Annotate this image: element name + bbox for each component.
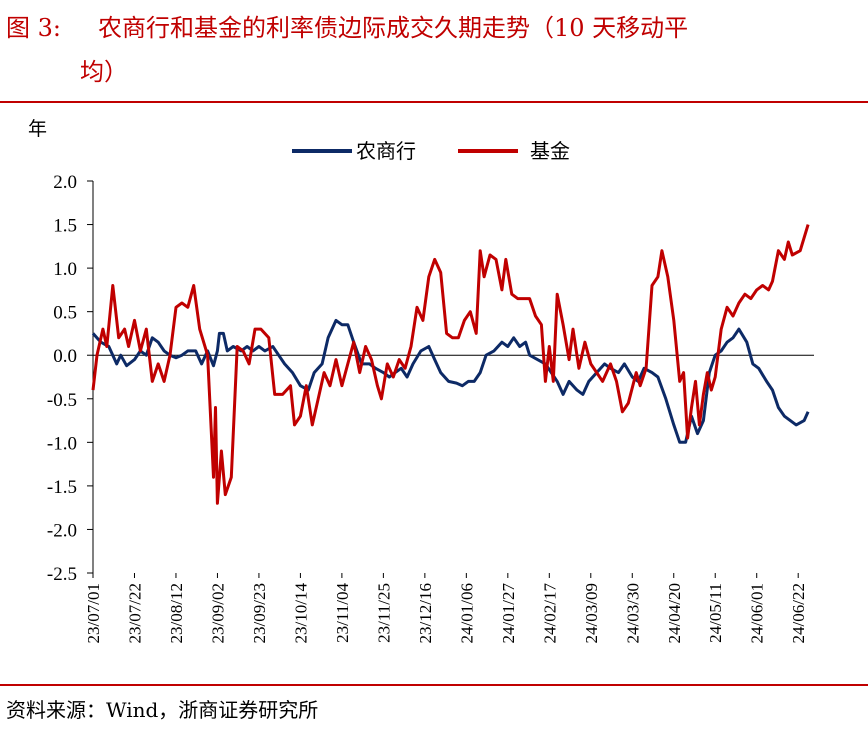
source-note: 资料来源：Wind，浙商证券研究所: [6, 698, 319, 722]
x-tick-label: 24/03/30: [623, 583, 642, 643]
duration-line-chart: 年 农商行 基金 2.0 1.5 1.0 0.5 0.0 -0.5 -1.0 -1.5 -2.0 -…: [28, 118, 814, 643]
legend-label-fund: 基金: [530, 140, 570, 163]
x-tick-label: 24/03/09: [582, 583, 601, 643]
x-tick-label: 23/07/22: [125, 583, 144, 643]
y-tick-label: -0.5: [47, 390, 77, 411]
figure-title-line1: 农商行和基金的利率债边际成交久期走势（10 天移动平: [98, 14, 689, 42]
x-tick-label: 24/04/20: [665, 583, 684, 643]
y-tick-label: 0.5: [53, 303, 77, 324]
x-tick-label: 24/06/22: [789, 583, 808, 643]
x-tick-label: 23/11/25: [374, 583, 393, 643]
x-tick-label: 23/10/14: [291, 583, 310, 644]
series-line-fund: [91, 224, 810, 505]
y-tick-label: -2.5: [47, 564, 77, 585]
x-tick-label: 23/08/12: [167, 583, 186, 643]
x-axis: 23/07/01 23/07/22 23/08/12 23/09/02 23/09/23…: [84, 573, 808, 643]
x-tick-label: 24/02/17: [540, 583, 559, 644]
top-rule: [0, 101, 868, 103]
y-tick-label: 0.0: [53, 346, 77, 367]
y-tick-label: 1.0: [53, 259, 77, 280]
y-tick-label: -1.5: [47, 477, 77, 498]
figure-title-line2: 均）: [80, 58, 128, 86]
series-line-nongshang: [91, 318, 810, 444]
y-axis-label: 年: [28, 118, 47, 140]
x-tick-label: 24/05/11: [706, 583, 725, 643]
x-tick-label: 23/07/01: [84, 583, 103, 643]
x-tick-label: 24/01/06: [457, 583, 476, 643]
figure-label: 图 3:: [6, 14, 61, 42]
legend: 农商行 基金: [292, 140, 570, 163]
y-tick-label: 2.0: [53, 172, 77, 193]
x-tick-label: 23/09/02: [208, 583, 227, 643]
bottom-rule: [0, 684, 868, 686]
y-axis: 2.0 1.5 1.0 0.5 0.0 -0.5 -1.0 -1.5 -2.0 -2.5: [47, 172, 94, 585]
legend-label-nongshang: 农商行: [356, 140, 416, 163]
y-tick-label: -2.0: [47, 520, 77, 541]
y-tick-label: -1.0: [47, 433, 77, 454]
x-tick-label: 23/09/23: [250, 583, 269, 643]
x-tick-label: 24/01/27: [499, 583, 518, 644]
y-tick-label: 1.5: [53, 216, 77, 237]
series-lines: [91, 224, 810, 505]
x-tick-label: 23/11/04: [333, 583, 352, 643]
figure-title: 图 3: 农商行和基金的利率债边际成交久期走势（10 天移动平 均）: [6, 6, 862, 94]
x-tick-label: 24/06/01: [748, 583, 767, 643]
x-tick-label: 23/12/16: [416, 583, 435, 643]
